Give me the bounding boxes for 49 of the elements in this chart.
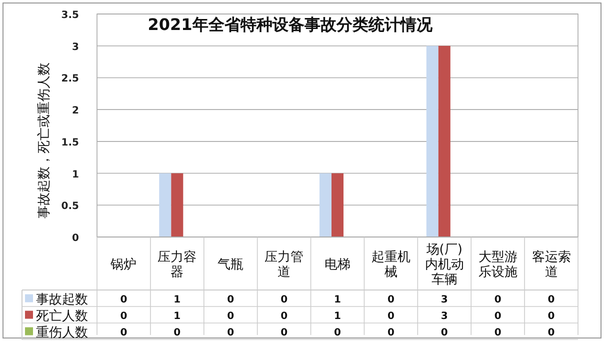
- x-tick-label: 起重机械: [371, 250, 410, 280]
- data-label: 0: [387, 294, 394, 306]
- data-label: 0: [334, 327, 342, 338]
- x-tick-label: 气瓶: [218, 258, 244, 272]
- x-tick-label: 客运索道: [532, 249, 571, 280]
- data-label: 0: [120, 310, 128, 322]
- data-label: 0: [440, 327, 448, 338]
- data-label: 0: [280, 294, 288, 306]
- data-label: 3: [440, 310, 448, 322]
- y-tick-label: 2: [72, 106, 80, 117]
- x-tick-label: 大型游乐设施: [478, 250, 518, 280]
- legend-label: 重伤人数: [36, 325, 88, 340]
- data-label: 0: [387, 327, 394, 338]
- data-label: 0: [120, 294, 128, 306]
- x-tick-label: 锅炉: [110, 258, 137, 272]
- y-tick-label: 0: [72, 233, 80, 244]
- y-axis-title: 事故起数，死亡或重伤人数: [36, 62, 52, 218]
- data-label: 0: [494, 294, 502, 306]
- data-label: 0: [494, 327, 502, 338]
- data-label: 3: [440, 294, 448, 306]
- y-tick-label: 3: [72, 42, 80, 53]
- x-tick-label: 场(厂)内机动车辆: [424, 242, 464, 288]
- y-tick-label: 2.5: [61, 74, 80, 85]
- data-label: 1: [174, 310, 181, 322]
- x-tick-label: 压力管道: [264, 250, 304, 280]
- data-label: 0: [120, 327, 128, 338]
- data-label: 0: [387, 310, 394, 322]
- legend-label: 事故起数: [36, 292, 88, 308]
- y-tick-label: 1.5: [61, 137, 80, 148]
- data-label: 0: [280, 310, 288, 322]
- data-label: 0: [227, 294, 234, 306]
- y-tick-label: 3.5: [61, 10, 80, 21]
- legend-label: 死亡人数: [36, 308, 88, 324]
- data-label: 0: [548, 310, 555, 322]
- data-label: 0: [548, 294, 555, 306]
- data-label: 0: [174, 327, 181, 338]
- data-label: 1: [334, 310, 342, 322]
- data-label: 0: [280, 327, 288, 338]
- data-label: 0: [227, 327, 234, 338]
- data-label: 1: [174, 294, 181, 306]
- data-label: 1: [334, 294, 342, 306]
- data-label: 0: [494, 310, 502, 322]
- y-tick-label: 0.5: [61, 201, 80, 212]
- y-tick-label: 1: [72, 169, 80, 180]
- data-label: 0: [548, 327, 555, 338]
- chart-title: 2021年全省特种设备事故分类统计情况: [148, 15, 434, 34]
- x-tick-label: 电梯: [324, 258, 350, 272]
- data-label: 0: [227, 310, 234, 322]
- x-tick-label: 压力容器: [158, 249, 197, 280]
